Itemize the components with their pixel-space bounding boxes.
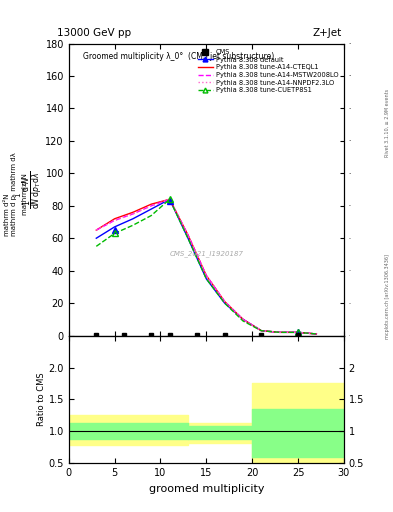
- Text: CMS_2021_I1920187: CMS_2021_I1920187: [169, 250, 243, 257]
- X-axis label: groomed multiplicity: groomed multiplicity: [149, 484, 264, 494]
- Y-axis label: $\frac{1}{\mathrm{d}N}\frac{\mathrm{d}^2N}{\mathrm{d}p_T\,\mathrm{d}\lambda}$: $\frac{1}{\mathrm{d}N}\frac{\mathrm{d}^2…: [21, 170, 44, 209]
- Text: 13000 GeV pp: 13000 GeV pp: [57, 28, 131, 38]
- Text: Groomed multiplicity λ_0°  (CMS jet substructure): Groomed multiplicity λ_0° (CMS jet subst…: [83, 52, 274, 61]
- Legend: CMS, Pythia 8.308 default, Pythia 8.308 tune-A14-CTEQL1, Pythia 8.308 tune-A14-M: CMS, Pythia 8.308 default, Pythia 8.308 …: [196, 47, 341, 95]
- Y-axis label: Ratio to CMS: Ratio to CMS: [37, 373, 46, 426]
- Text: mathrm d²N
mathrm d pₜ mathrm dλ: mathrm d²N mathrm d pₜ mathrm dλ: [4, 153, 17, 237]
- Text: mcplots.cern.ch [arXiv:1306.3436]: mcplots.cern.ch [arXiv:1306.3436]: [385, 254, 390, 339]
- Text: Z+Jet: Z+Jet: [313, 28, 342, 38]
- Text: 1
mathrm d N: 1 mathrm d N: [15, 174, 28, 216]
- Text: Rivet 3.1.10, ≥ 2.9M events: Rivet 3.1.10, ≥ 2.9M events: [385, 89, 390, 157]
